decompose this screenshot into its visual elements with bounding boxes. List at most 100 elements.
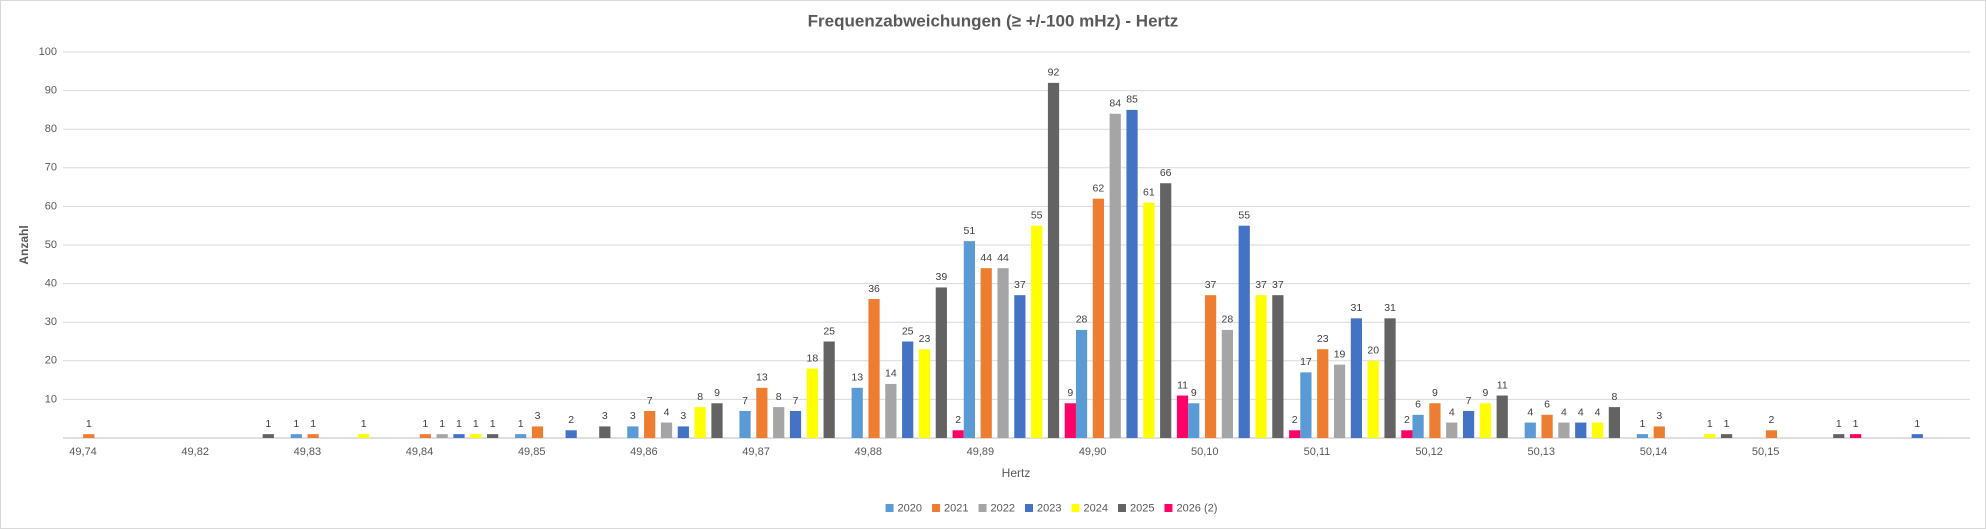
legend-swatch <box>1025 504 1034 512</box>
bar <box>773 407 785 438</box>
bar <box>997 268 1009 438</box>
legend-label: 2022 <box>991 502 1015 514</box>
legend-item: 2025 <box>1117 502 1154 514</box>
data-label: 4 <box>1449 406 1455 418</box>
bar <box>935 287 947 438</box>
bar <box>262 434 274 438</box>
x-tick-label: 49,90 <box>1079 446 1107 458</box>
data-label: 2 <box>1292 414 1298 426</box>
bar <box>1289 430 1301 438</box>
data-label: 66 <box>1160 167 1172 179</box>
bar <box>694 407 706 438</box>
legend-label: 2021 <box>944 502 968 514</box>
data-label: 37 <box>1255 279 1267 291</box>
data-label: 6 <box>1415 399 1421 411</box>
data-label: 85 <box>1126 94 1138 106</box>
bar <box>358 434 370 438</box>
y-tick-label: 60 <box>45 200 57 212</box>
legend-swatch <box>885 504 894 512</box>
bar <box>963 241 975 438</box>
bar <box>868 299 880 438</box>
data-label: 3 <box>535 410 541 422</box>
x-tick-label: 49,89 <box>967 446 995 458</box>
bar <box>599 426 611 438</box>
data-label: 31 <box>1351 302 1363 314</box>
data-label: 4 <box>1595 406 1601 418</box>
bar <box>789 410 802 438</box>
data-label: 25 <box>823 325 835 337</box>
bar <box>1031 225 1043 438</box>
legend-label: 2020 <box>898 502 922 514</box>
data-label: 18 <box>806 352 818 364</box>
data-label: 8 <box>697 391 703 403</box>
bar <box>1765 430 1778 438</box>
data-label: 1 <box>1640 418 1646 430</box>
x-tick-label: 50,14 <box>1640 446 1668 458</box>
bar <box>1176 395 1189 438</box>
y-axis-title: Anzahl <box>17 225 31 264</box>
bar <box>1333 364 1346 438</box>
data-label: 37 <box>1272 279 1284 291</box>
legend-label: 2026 (2) <box>1176 502 1217 514</box>
data-label: 1 <box>361 418 367 430</box>
data-label: 84 <box>1109 98 1121 110</box>
bar <box>627 426 639 438</box>
legend-swatch <box>1117 504 1126 512</box>
legend-item: 2026 (2) <box>1164 502 1217 514</box>
data-label: 28 <box>1222 314 1234 326</box>
bar <box>1575 422 1587 438</box>
bar <box>1401 430 1413 438</box>
data-label: 39 <box>935 271 947 283</box>
bar <box>531 426 544 438</box>
bar <box>980 268 992 438</box>
bar <box>1238 225 1250 438</box>
bar <box>1524 422 1536 438</box>
bar <box>1255 295 1267 438</box>
data-label: 28 <box>1076 314 1088 326</box>
y-tick-label: 40 <box>45 278 57 290</box>
bar <box>1300 372 1312 438</box>
bar <box>1143 202 1155 438</box>
x-tick-label: 49,74 <box>69 446 97 458</box>
bar <box>1412 414 1424 438</box>
x-tick-label: 49,82 <box>181 446 209 458</box>
data-label: 37 <box>1014 279 1026 291</box>
data-label: 31 <box>1384 302 1396 314</box>
y-tick-label: 50 <box>45 239 57 251</box>
data-label: 3 <box>680 410 686 422</box>
bar <box>290 434 302 438</box>
data-label: 51 <box>964 225 976 237</box>
bar <box>515 434 527 438</box>
data-label: 1 <box>310 418 316 430</box>
data-label: 1 <box>1707 418 1713 430</box>
x-tick-label: 49,84 <box>406 446 434 458</box>
data-label: 20 <box>1367 345 1379 357</box>
data-label: 6 <box>1544 399 1550 411</box>
data-label: 11 <box>1177 379 1188 391</box>
legend-swatch <box>932 504 941 512</box>
data-label: 1 <box>86 418 92 430</box>
bar <box>1591 422 1604 438</box>
bar <box>1446 422 1458 438</box>
bar <box>1350 318 1363 438</box>
data-label: 7 <box>1466 395 1472 407</box>
data-label: 4 <box>1578 406 1584 418</box>
data-label: 55 <box>1238 209 1250 221</box>
bar <box>1047 82 1060 438</box>
bar <box>644 410 656 438</box>
bar <box>487 434 499 438</box>
data-label: 62 <box>1093 182 1105 194</box>
data-label: 7 <box>793 395 799 407</box>
bar <box>1317 349 1329 438</box>
y-tick-label: 90 <box>45 85 57 97</box>
data-label: 1 <box>293 418 299 430</box>
data-label: 2 <box>568 414 574 426</box>
bar <box>660 422 673 438</box>
bar <box>1092 198 1104 438</box>
data-label: 19 <box>1334 348 1346 360</box>
data-label: 3 <box>630 410 636 422</box>
data-label: 1 <box>490 418 496 430</box>
data-label: 11 <box>1497 379 1508 391</box>
data-label: 14 <box>885 368 897 380</box>
data-label: 13 <box>851 372 863 384</box>
